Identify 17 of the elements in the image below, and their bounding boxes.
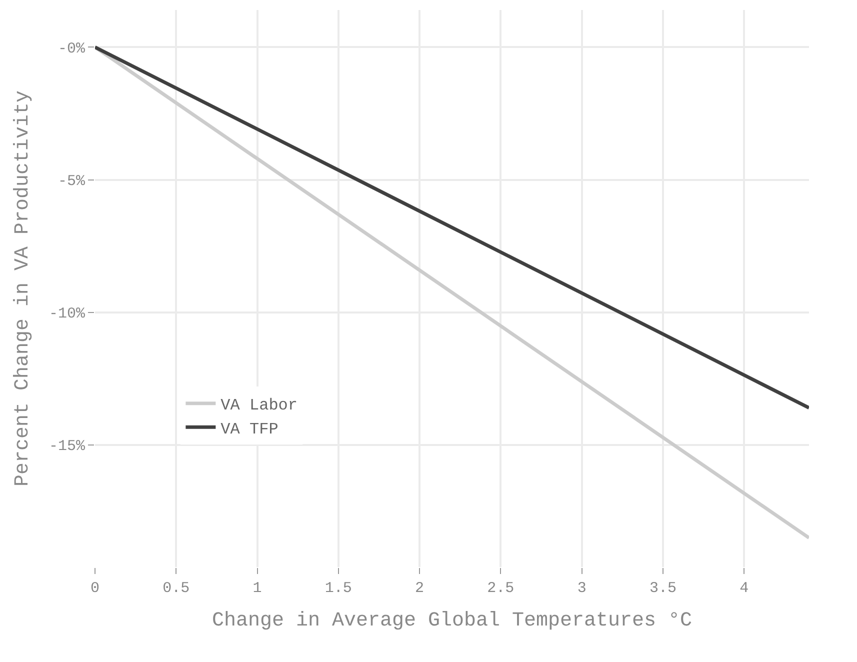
legend-label: VA Labor bbox=[220, 396, 298, 415]
x-tick-label: 0 bbox=[90, 580, 100, 597]
x-tick-label: 4 bbox=[740, 580, 749, 597]
y-tick-label: -0% bbox=[58, 40, 86, 58]
x-axis-title: Change in Average Global Temperatures °C bbox=[212, 610, 692, 632]
x-tick-label: 0.5 bbox=[162, 580, 190, 597]
x-tick-label: 1.5 bbox=[324, 580, 352, 597]
x-tick-label: 2 bbox=[415, 580, 424, 597]
y-tick-label: -10% bbox=[48, 306, 86, 323]
x-tick-label: 3 bbox=[577, 580, 586, 597]
x-tick-label: 3.5 bbox=[649, 580, 676, 597]
y-tick-label: -15% bbox=[48, 438, 86, 456]
y-axis-title: Percent Change in VA Productivity bbox=[11, 90, 34, 487]
x-tick-label: 2.5 bbox=[487, 580, 514, 597]
x-tick-label: 1 bbox=[252, 580, 262, 597]
legend-label: VA TFP bbox=[220, 420, 278, 438]
y-tick-label: -5% bbox=[58, 173, 86, 190]
